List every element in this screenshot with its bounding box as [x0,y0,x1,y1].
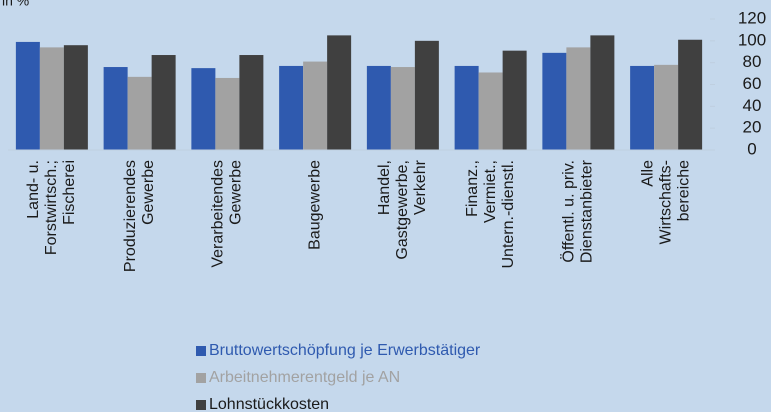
bar [151,55,176,150]
x-tick-label: bereiche [675,160,692,221]
legend-swatch [196,346,206,356]
x-tick-label: Verarbeitendes [210,160,227,268]
bar [127,76,152,150]
bar [15,41,40,150]
x-tick-label: Gastgewerbe, [394,160,411,260]
bar [215,77,240,150]
x-tick-label: Vermiet., [482,160,499,223]
x-tick-label: Baugewerbe [306,160,323,250]
bar [478,72,503,150]
bar [654,64,679,150]
bar [366,65,391,150]
bar [542,52,567,150]
y-tick-label: 100 [738,30,766,49]
x-tick-label: Finanz., [464,160,481,217]
bar [103,67,128,150]
bar [630,65,655,150]
x-tick-label: Wirtschafts- [657,160,674,244]
x-tick-label: Land- u. [25,160,42,219]
bar [414,40,439,151]
x-tick-label: Fischerei [61,160,78,225]
y-tick-label: 40 [743,96,762,115]
legend-label: Lohnstückkosten [209,396,329,412]
bar [239,55,264,150]
x-tick-label: Gewerbe [140,160,157,225]
y-tick-label: 20 [743,118,762,137]
legend-label: Bruttowertschöpfung je Erwerbstätiger [209,342,481,359]
bar [279,65,304,150]
x-tick-label: Gewerbe [228,160,245,225]
y-tick-label: 0 [747,139,756,158]
legend-swatch [196,400,206,410]
x-tick-label: Forstwirtsch.; [43,160,60,255]
x-tick-label: Dienstanbieter [579,159,596,263]
bar [191,68,216,150]
bar [590,35,615,150]
bar [327,35,352,150]
y-tick-label: 60 [743,74,762,93]
bar [390,67,415,150]
bar [303,61,328,151]
x-tick-label: Öffentl. u. priv. [560,160,578,263]
bar [566,47,591,151]
x-tick-label: Alle [639,160,656,187]
legend-label: Arbeitnehmerentgeld je AN [209,369,400,386]
y-tick-label: 120 [738,8,766,27]
y-axis-label: in % [2,0,29,9]
x-tick-label: Verkehr [412,159,429,215]
bar [502,50,527,150]
x-tick-label: Untern.-dienstl. [500,160,517,269]
bar [63,45,88,151]
y-tick-label: 80 [743,52,762,71]
bar [678,39,703,150]
legend-swatch [196,373,206,383]
x-tick-label: Handel, [376,160,393,215]
x-tick-label: Produzierendes [122,160,139,272]
bar [39,47,64,151]
bar [454,65,479,150]
